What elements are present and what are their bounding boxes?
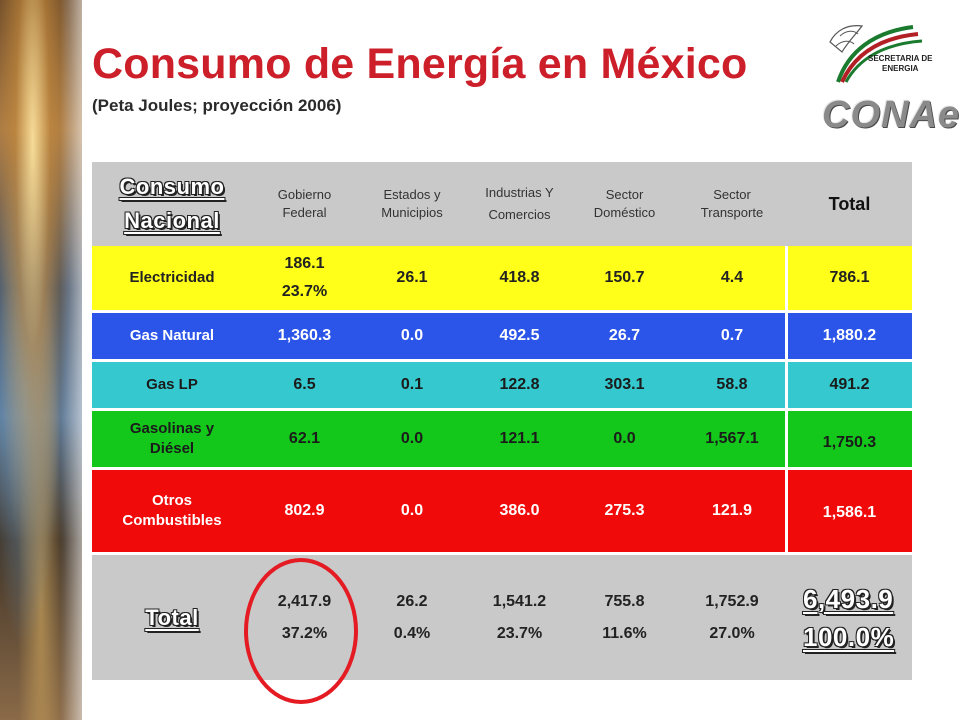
cell-electricidad-transporte: 4.4 [677,246,787,310]
cell-percent: 27.0% [709,624,755,642]
cell-gasolinas-estados: 0.0 [357,411,467,467]
corner-header: Consumo Nacional [92,162,252,246]
cell-gas-natural-industrias: 492.5 [467,313,572,359]
column-header-transporte: Sector Transporte [677,162,787,246]
page-subtitle: (Peta Joules; proyección 2006) [92,96,342,115]
cell-gas-lp-gobierno: 6.5 [252,362,357,408]
cell-otros-total: 1,586.1 [787,470,912,552]
cell-value: 1,541.2 [492,592,547,610]
cell-gas-natural-transporte: 0.7 [677,313,787,359]
cell-value: 186.1 [284,255,325,272]
cell-gas-lp-total: 491.2 [787,362,912,408]
cell-gas-lp-industrias: 122.8 [467,362,572,408]
cell-gas-natural-estados: 0.0 [357,313,467,359]
page-title: Consumo de Energía en México [92,40,748,88]
table-row-electricidad: Electricidad 186.1 23.7% 26.1 418.8 150.… [92,246,912,310]
cell-gas-lp-estados: 0.1 [357,362,467,408]
cell-percent: 0.4% [393,624,431,642]
row-divider [92,408,912,411]
total-label: Total [145,604,199,630]
cell-gas-lp-domestico: 303.1 [572,362,677,408]
cell-gasolinas-transporte: 1,567.1 [677,411,787,467]
row-label-total: Total [92,555,252,680]
row-label-gasolinas: Gasolinas y Diésel [92,411,252,467]
column-divider [785,246,788,552]
cell-otros-domestico: 275.3 [572,470,677,552]
cell-percent: 23.7% [496,624,543,642]
row-divider [92,467,912,470]
cell-electricidad-gobierno: 186.1 23.7% [252,246,357,310]
table-header-row: Consumo Nacional Gobierno Federal Estado… [92,162,912,246]
row-divider [92,359,912,362]
cell-gasolinas-total: 1,750.3 [787,411,912,467]
table-row-total: Total 2,417.9 37.2% 26.2 0.4% 1,541.2 23… [92,555,912,680]
table-row-gasolinas: Gasolinas y Diésel 62.1 0.0 121.1 0.0 1,… [92,411,912,467]
cell-value: 26.2 [396,592,428,610]
conae-logo: CONAe [822,94,960,136]
cell-electricidad-industrias: 418.8 [467,246,572,310]
row-label-gas-lp: Gas LP [92,362,252,408]
sener-eagle-logo [829,25,923,83]
corner-header-line2: Nacional [124,208,220,233]
column-header-gobierno: Gobierno Federal [252,162,357,246]
cell-gas-natural-total: 1,880.2 [787,313,912,359]
sener-logo-text: SECRETARIA DE ENERGIA [868,54,933,73]
column-header-industrias: Industrias Y Comercios [467,162,572,246]
row-divider [92,310,912,313]
cell-otros-transporte: 121.9 [677,470,787,552]
cell-value: 1,752.9 [705,592,759,610]
column-header-domestico: Sector Doméstico [572,162,677,246]
cell-otros-industrias: 386.0 [467,470,572,552]
highlight-circle [244,558,358,704]
row-label-electricidad: Electricidad [92,246,252,310]
cell-total-domestico: 755.8 11.6% [572,555,677,680]
cell-percent: 11.6% [602,624,647,642]
cell-otros-gobierno: 802.9 [252,470,357,552]
cell-total-estados: 26.2 0.4% [357,555,467,680]
table-row-gas-lp: Gas LP 6.5 0.1 122.8 303.1 58.8 491.2 [92,362,912,408]
cell-gasolinas-industrias: 121.1 [467,411,572,467]
cell-total-transporte: 1,752.9 27.0% [677,555,787,680]
cell-gasolinas-gobierno: 62.1 [252,411,357,467]
cell-total-total: 6,493.9 100.0% [787,555,912,680]
cell-electricidad-domestico: 150.7 [572,246,677,310]
row-label-otros: Otros Combustibles [92,470,252,552]
cell-percent: 23.7% [281,283,328,300]
energy-consumption-table: Consumo Nacional Gobierno Federal Estado… [92,162,912,680]
row-label-gas-natural: Gas Natural [92,313,252,359]
grand-total-percent: 100.0% [803,621,895,652]
column-header-estados: Estados y Municipios [357,162,467,246]
cell-gas-lp-transporte: 58.8 [677,362,787,408]
cell-value: 755.8 [604,592,645,610]
row-divider [92,552,912,555]
cell-total-industrias: 1,541.2 23.7% [467,555,572,680]
cell-electricidad-estados: 26.1 [357,246,467,310]
grand-total-value: 6,493.9 [803,583,894,614]
cell-electricidad-total: 786.1 [787,246,912,310]
cell-gas-natural-gobierno: 1,360.3 [252,313,357,359]
cell-gasolinas-domestico: 0.0 [572,411,677,467]
column-header-total: Total [787,162,912,246]
cell-otros-estados: 0.0 [357,470,467,552]
table-row-gas-natural: Gas Natural 1,360.3 0.0 492.5 26.7 0.7 1… [92,313,912,359]
corner-header-line1: Consumo [119,174,225,199]
cell-gas-natural-domestico: 26.7 [572,313,677,359]
table-row-otros: Otros Combustibles 802.9 0.0 386.0 275.3… [92,470,912,552]
